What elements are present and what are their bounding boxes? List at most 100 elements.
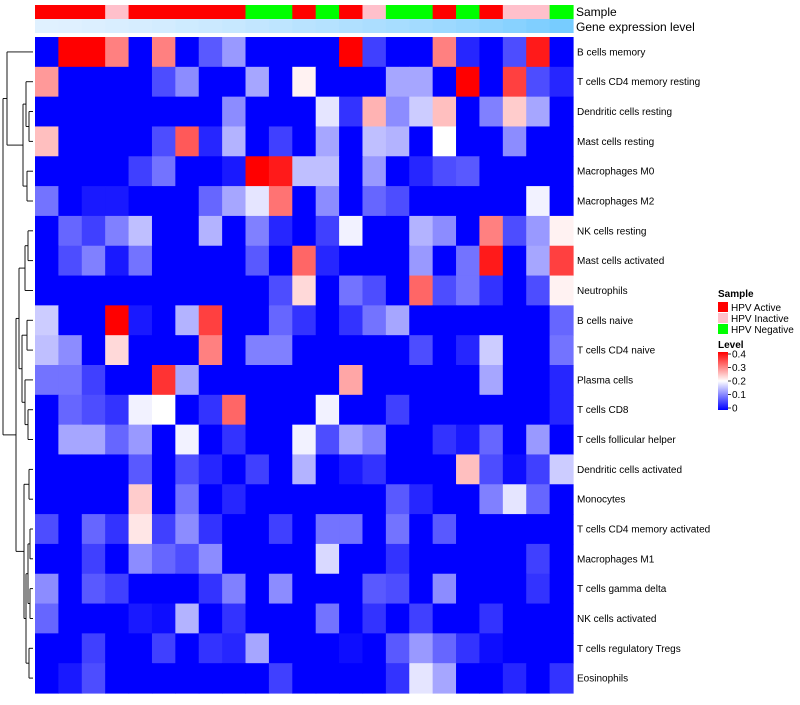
heatmap-cell [292,186,317,217]
sample-legend-title: Sample [718,289,754,300]
expression-annotation-cell [362,19,387,33]
heatmap-cell [502,603,527,634]
heatmap-cell [58,215,83,247]
heatmap-cell [128,245,153,277]
heatmap-cell [502,305,527,336]
heatmap-cell [175,603,200,634]
heatmap-cell [502,424,527,456]
heatmap-cell [198,156,223,187]
heatmap-cell [292,156,317,187]
heatmap-cell [81,603,106,634]
heatmap-cell [175,543,200,575]
heatmap-cell [432,573,457,605]
heatmap-cell [58,156,83,187]
heatmap-cell [549,245,574,277]
expression-annotation-cell [222,19,247,33]
row-dendrogram [2,51,33,679]
heatmap-cell [292,37,317,68]
heatmap-cell [175,275,200,306]
heatmap-cell [456,543,481,575]
heatmap-cell [292,484,317,515]
heatmap-cell [432,245,457,277]
heatmap-cell [315,96,340,128]
heatmap-cell [198,275,223,306]
row-label: T cells follicular helper [577,435,676,446]
heatmap-cell [222,633,247,664]
heatmap-cell [245,126,270,157]
heatmap-cell [409,335,434,366]
row-label: NK cells activated [577,614,656,625]
heatmap-cell [81,37,106,68]
heatmap-cell [339,96,364,128]
heatmap-cell [35,424,59,456]
heatmap-cell [245,96,270,128]
heatmap-cell [385,394,410,426]
heatmap-cell [35,514,59,545]
heatmap-cell [81,454,106,485]
heatmap-cell [81,305,106,336]
heatmap-cell [432,424,457,456]
expression-annotation-cell [245,19,270,33]
sample-annotation-cell [292,5,317,19]
heatmap-cell [245,454,270,485]
heatmap-cell [549,335,574,366]
heatmap-cell [245,573,270,605]
heatmap-cell [526,394,551,426]
heatmap-cell [198,484,223,515]
heatmap-cell [151,37,176,68]
heatmap-cell [198,603,223,634]
heatmap-cell [315,215,340,247]
heatmap-cell [549,633,574,664]
heatmap-cell [58,305,83,336]
heatmap-cell [268,573,293,605]
heatmap-cell [245,424,270,456]
row-label: T cells CD4 naive [577,346,656,357]
heatmap-cell [432,275,457,306]
row-label: T cells regulatory Tregs [577,644,681,655]
heatmap-cell [456,186,481,217]
heatmap-cell [128,335,153,366]
heatmap-cell [128,37,153,68]
heatmap-cell [198,573,223,605]
heatmap-cell [385,156,410,187]
heatmap-cell [549,603,574,634]
heatmap-cell [268,245,293,277]
heatmap-cell [222,394,247,426]
heatmap-cell [549,215,574,247]
heatmap-cell [315,305,340,336]
heatmap-cell [432,514,457,545]
level-tick-label: 0.2 [732,377,746,388]
heatmap-cell [198,633,223,664]
heatmap-cell [58,514,83,545]
heatmap-cell [315,484,340,515]
row-label: B cells naive [577,316,634,327]
heatmap-cell [362,96,387,128]
heatmap-cell [339,275,364,306]
heatmap-cell [526,514,551,545]
heatmap-cell [175,126,200,157]
row-label: Eosinophils [577,674,628,685]
heatmap-cell [456,424,481,456]
heatmap-cell [292,305,317,336]
expression-annotation-cell [339,19,364,33]
heatmap-cell [222,543,247,575]
heatmap-cell [339,215,364,247]
heatmap-cell [339,424,364,456]
heatmap-cell [222,335,247,366]
heatmap-cell [526,245,551,277]
heatmap-cell [362,573,387,605]
heatmap-cell [175,305,200,336]
heatmap-cell [128,126,153,157]
expression-annotation-cell [175,19,200,33]
heatmap-cell [549,394,574,426]
row-label: T cells CD4 memory resting [577,77,700,88]
heatmap-cell [198,365,223,396]
heatmap-cell [128,484,153,515]
sample-annotation-cell [339,5,364,19]
heatmap-cell [268,603,293,634]
heatmap-cell [526,126,551,157]
heatmap-cell [151,573,176,605]
heatmap-cell [81,424,106,456]
heatmap-cell [502,126,527,157]
heatmap-cell [151,514,176,545]
